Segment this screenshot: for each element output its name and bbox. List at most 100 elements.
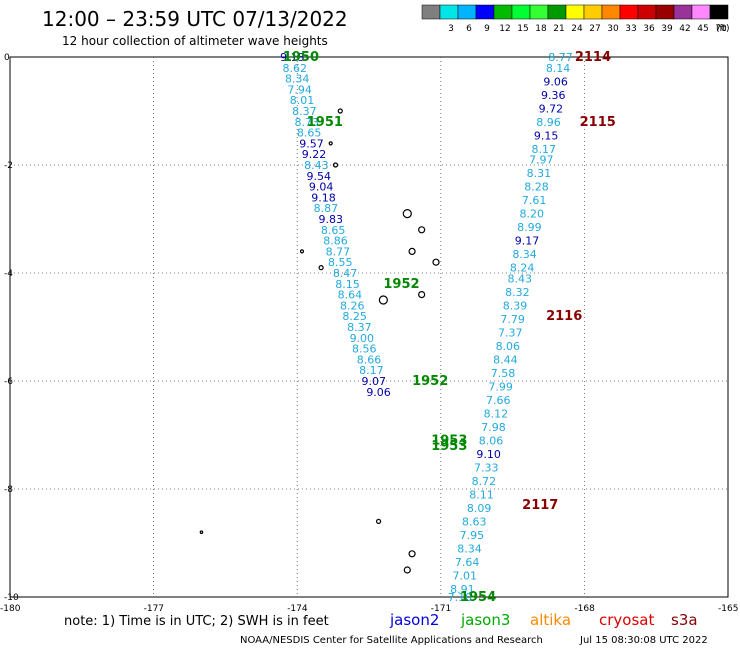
data-point-label: 8.06 — [496, 340, 521, 353]
time-label: 1954 — [460, 590, 496, 605]
island-outline — [418, 226, 426, 234]
data-points: 9.138.628.347.948.018.378.738.659.579.22… — [280, 51, 573, 604]
legend-swatch — [457, 4, 477, 20]
data-point-label: 8.15 — [335, 278, 360, 291]
data-point-label: 7.64 — [455, 556, 480, 569]
data-point-label: 8.11 — [469, 488, 494, 501]
data-point-label: 8.37 — [292, 105, 317, 118]
time-label: 2117 — [522, 498, 558, 513]
data-point-label: 8.47 — [333, 267, 358, 280]
time-label: 1951 — [307, 115, 343, 130]
legend-label: 39 — [661, 24, 673, 34]
data-point-label: 7.97 — [529, 154, 554, 167]
legend-swatch — [439, 4, 459, 20]
data-point-label: 9.00 — [350, 332, 375, 345]
data-point-label: 8.17 — [359, 364, 384, 377]
data-point-label: 7.99 — [488, 380, 513, 393]
time-label: 2115 — [580, 115, 616, 130]
data-point-label: 8.12 — [484, 407, 509, 420]
data-point-label: 8.25 — [342, 310, 367, 323]
island-outline — [402, 209, 412, 219]
island-outline — [408, 247, 416, 255]
legend-swatch — [475, 4, 495, 20]
satellite-name: jason3 — [460, 611, 510, 629]
legend-label: 12 — [499, 24, 510, 34]
legend-swatch — [583, 4, 603, 20]
data-point-label: 8.65 — [321, 224, 346, 237]
data-point-label: 7.37 — [498, 326, 523, 339]
satellite-name: s3a — [671, 611, 698, 629]
footer-credit: NOAA/NESDIS Center for Satellite Applica… — [240, 635, 543, 646]
data-point-label: 9.72 — [539, 102, 564, 115]
island-outlines — [199, 108, 440, 574]
data-point-label: 9.10 — [476, 448, 501, 461]
footer-note: note: 1) Time is in UTC; 2) SWH is in fe… — [64, 614, 329, 629]
island-outline — [318, 265, 324, 271]
data-point-label: 9.15 — [534, 129, 559, 142]
data-point-label: 8.34 — [512, 248, 537, 261]
data-point-label: 8.43 — [304, 159, 329, 172]
legend-label: 6 — [466, 24, 472, 34]
data-point-label: 7.58 — [491, 367, 516, 380]
legend-swatch — [565, 4, 585, 20]
legend-swatch — [421, 4, 441, 20]
legend-swatch — [709, 4, 729, 20]
time-label: 1950 — [283, 50, 319, 65]
data-point-label: 7.79 — [500, 313, 525, 326]
legend-label: 36 — [643, 24, 655, 34]
plot-frame — [9, 56, 729, 598]
y-tick-label: -4 — [4, 269, 13, 279]
data-point-label: 7.95 — [460, 529, 485, 542]
satellite-name: cryosat — [599, 611, 654, 629]
data-point-label: 8.32 — [505, 286, 530, 299]
y-tick-label: -6 — [4, 377, 13, 387]
legend-swatch — [493, 4, 513, 20]
legend-swatch — [601, 4, 621, 20]
data-point-label: 8.66 — [357, 353, 382, 366]
data-point-label: 8.77 — [326, 245, 351, 258]
data-point-label: 8.96 — [536, 116, 561, 129]
satellite-name: altika — [530, 611, 571, 629]
y-tick-label: 0 — [4, 53, 10, 63]
island-outline — [408, 550, 416, 558]
data-point-label: 8.62 — [283, 62, 308, 75]
footer-timestamp: Jul 15 08:30:08 UTC 2022 — [579, 635, 708, 646]
island-outline — [337, 108, 343, 114]
time-label: 1953 — [431, 433, 467, 448]
data-point-label: 7.61 — [522, 194, 547, 207]
legend-swatch — [691, 4, 711, 20]
data-point-label: 9.54 — [306, 170, 331, 183]
x-tick-label: -165 — [718, 604, 738, 614]
x-tick-label: -168 — [574, 604, 595, 614]
chart-title: 12:00 – 23:59 UTC 07/13/2022 — [42, 7, 348, 31]
chart-subtitle: 12 hour collection of altimeter wave hei… — [62, 34, 328, 48]
data-point-label: 8.43 — [508, 272, 533, 285]
island-outline — [378, 295, 388, 305]
legend-label: 30 — [607, 24, 619, 34]
legend-label: 24 — [571, 24, 583, 34]
island-outline — [403, 566, 411, 574]
legend-label: 9 — [484, 24, 490, 34]
footer-group: note: 1) Time is in UTC; 2) SWH is in fe… — [64, 611, 708, 646]
data-point-label: 7.98 — [481, 421, 506, 434]
legend-label: 27 — [589, 24, 600, 34]
data-point-label: 8.73 — [295, 116, 320, 129]
data-point-label: 8.20 — [519, 208, 544, 221]
legend-label: 15 — [517, 24, 528, 34]
legend-swatch — [547, 4, 567, 20]
data-point-label: 7.33 — [474, 461, 499, 474]
legend-swatch — [619, 4, 639, 20]
legend-swatch — [655, 4, 675, 20]
time-label: 2116 — [546, 309, 582, 324]
data-point-label: 8.37 — [347, 321, 372, 334]
legend-swatch — [637, 4, 657, 20]
legend-label: 33 — [625, 24, 636, 34]
data-point-label: 9.18 — [311, 191, 336, 204]
time-label: 1953 — [431, 439, 467, 454]
legend-label: 21 — [553, 24, 564, 34]
data-point-label: 9.57 — [299, 137, 324, 150]
island-outline — [328, 141, 333, 146]
data-point-label: 8.64 — [338, 289, 363, 302]
